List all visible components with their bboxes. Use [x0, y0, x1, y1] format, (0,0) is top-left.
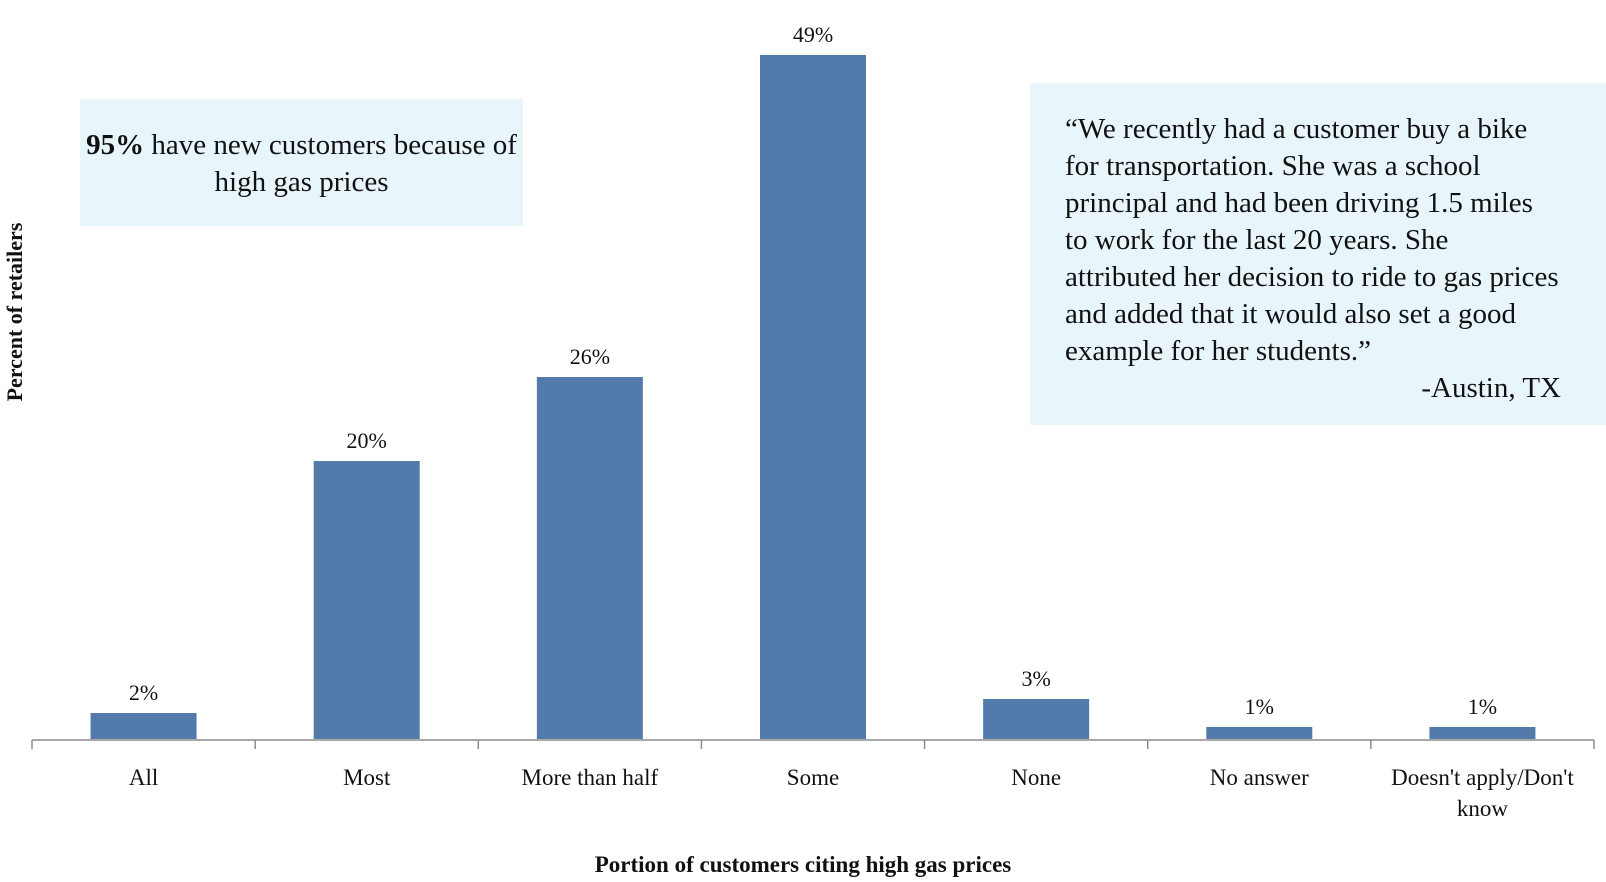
category-label: No answer — [1210, 765, 1309, 790]
bar-value-label: 2% — [129, 680, 158, 705]
bar-most — [311, 459, 422, 741]
bar-none — [981, 697, 1092, 741]
quote-text: “We recently had a customer buy a bike f… — [1065, 113, 1559, 367]
bar-value-label: 20% — [347, 428, 387, 453]
bar-doesn-t-apply-don-t-know — [1427, 725, 1538, 741]
x-axis-title: Portion of customers citing high gas pri… — [594, 852, 1012, 877]
category-label: None — [1011, 765, 1061, 790]
bar-value-label: 3% — [1021, 666, 1050, 691]
bar-more-than-half — [534, 375, 645, 741]
bar-value-label: 49% — [793, 22, 833, 47]
value-labels: 2% 20% 26% 49% 3% 1% 1% — [129, 22, 1497, 719]
callout-quote: “We recently had a customer buy a bike f… — [1030, 83, 1606, 425]
category-labels: All Most More than half Some None No answer Do… — [129, 765, 1575, 821]
bar-no-answer — [1204, 725, 1315, 741]
bars — [88, 53, 1538, 741]
bar-all — [88, 711, 199, 741]
bar-some — [758, 53, 868, 741]
y-axis-title: Percent of retailers — [2, 222, 27, 402]
x-axis — [31, 739, 1595, 749]
category-label: Most — [343, 765, 391, 790]
bar-value-label: 26% — [570, 344, 610, 369]
quote-attribution: -Austin, TX — [1421, 372, 1561, 404]
callout-text: have new customers because of high gas p… — [144, 129, 517, 198]
bar-value-label: 1% — [1468, 694, 1497, 719]
callout-stat: 95% — [86, 129, 145, 161]
category-label: Some — [787, 765, 839, 790]
category-label: More than half — [522, 765, 659, 790]
category-label: Doesn't apply/Don't know — [1391, 765, 1574, 821]
category-label: All — [129, 765, 158, 790]
callout-new-customers: 95% have new customers because of high g… — [80, 99, 523, 226]
bar-value-label: 1% — [1245, 694, 1274, 719]
